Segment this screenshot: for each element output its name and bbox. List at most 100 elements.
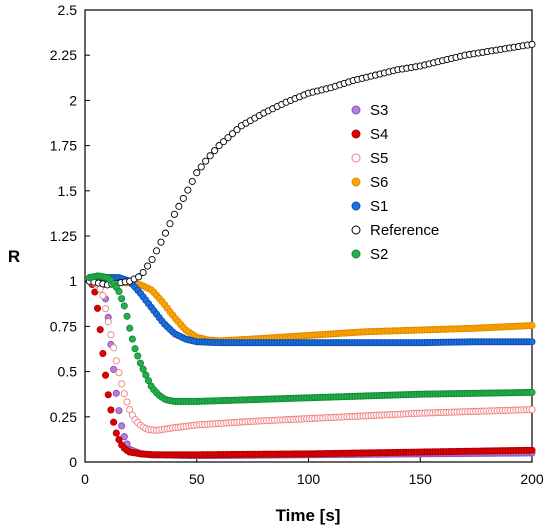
data-point bbox=[233, 126, 241, 134]
legend-marker bbox=[351, 249, 361, 259]
data-point bbox=[123, 398, 131, 406]
series-s5 bbox=[85, 277, 536, 434]
data-point bbox=[112, 389, 120, 397]
x-axis-label: Time [s] bbox=[276, 506, 341, 525]
data-point bbox=[104, 318, 112, 326]
data-point bbox=[139, 268, 147, 277]
y-tick-label: 0.25 bbox=[50, 409, 77, 425]
data-point bbox=[102, 305, 110, 313]
x-tick-label: 50 bbox=[189, 471, 205, 487]
data-point bbox=[228, 130, 237, 138]
data-point bbox=[118, 422, 126, 430]
data-point bbox=[110, 418, 118, 426]
legend-marker bbox=[351, 153, 361, 163]
series-s2 bbox=[85, 272, 536, 405]
y-tick-label: 0.75 bbox=[50, 318, 77, 334]
legend-marker bbox=[351, 129, 361, 139]
data-point bbox=[118, 380, 126, 388]
legend-label: S1 bbox=[370, 198, 388, 215]
legend: S3 S4 S5 S6 S1 Reference S2 bbox=[351, 102, 439, 263]
data-point bbox=[144, 262, 152, 270]
x-tick-label: 150 bbox=[409, 471, 433, 487]
y-tick-label: 1.25 bbox=[50, 228, 77, 244]
data-point bbox=[115, 287, 123, 295]
axis-ticks: 0 0.25 0.5 0.75 1 1.25 1.5 1.75 2 2.25 2.5 0 50 100 15… bbox=[50, 2, 544, 487]
y-tick-label: 2.25 bbox=[50, 47, 77, 63]
data-point bbox=[179, 194, 187, 202]
y-tick-label: 0 bbox=[69, 454, 77, 470]
data-point bbox=[104, 391, 112, 399]
legend-label: Reference bbox=[370, 222, 439, 239]
plot-area bbox=[84, 9, 533, 463]
data-point bbox=[91, 288, 99, 296]
legend-label: S4 bbox=[370, 126, 388, 143]
data-point bbox=[96, 326, 104, 334]
data-point bbox=[528, 406, 536, 414]
y-tick-label: 1 bbox=[69, 273, 77, 289]
data-point bbox=[120, 390, 128, 398]
data-point bbox=[528, 321, 536, 330]
data-point bbox=[157, 238, 165, 246]
legend-marker bbox=[351, 105, 361, 115]
x-tick-label: 200 bbox=[520, 471, 544, 487]
x-tick-label: 0 bbox=[81, 471, 89, 487]
data-point bbox=[107, 406, 115, 414]
data-point bbox=[135, 273, 143, 281]
data-point bbox=[224, 134, 232, 142]
y-tick-label: 2 bbox=[69, 92, 77, 108]
y-tick-label: 1.5 bbox=[58, 183, 78, 199]
data-point bbox=[188, 177, 196, 185]
data-point bbox=[148, 255, 156, 264]
series-reference bbox=[85, 40, 536, 289]
data-point bbox=[528, 40, 536, 48]
data-point bbox=[166, 220, 174, 228]
data-point bbox=[110, 344, 118, 352]
data-point bbox=[528, 388, 536, 396]
data-point bbox=[112, 357, 120, 365]
data-point bbox=[211, 147, 219, 155]
data-point bbox=[528, 338, 536, 346]
data-point bbox=[99, 349, 107, 358]
data-point bbox=[131, 345, 139, 353]
data-point bbox=[152, 247, 161, 255]
legend-marker bbox=[351, 225, 361, 235]
data-point bbox=[128, 335, 136, 343]
y-tick-label: 1.75 bbox=[50, 138, 77, 154]
data-point bbox=[206, 152, 214, 160]
data-point bbox=[139, 365, 147, 373]
data-point bbox=[220, 138, 228, 146]
data-point bbox=[120, 433, 128, 441]
data-point bbox=[197, 163, 205, 171]
data-point bbox=[142, 371, 150, 379]
data-point bbox=[99, 292, 107, 300]
x-tick-label: 100 bbox=[297, 471, 321, 487]
data-point bbox=[528, 446, 536, 454]
legend-label: S2 bbox=[370, 246, 388, 263]
data-point bbox=[123, 312, 131, 320]
data-point bbox=[102, 371, 110, 379]
data-point bbox=[120, 302, 128, 310]
data-point bbox=[170, 210, 178, 218]
legend-marker bbox=[351, 201, 361, 211]
data-point bbox=[126, 324, 134, 332]
data-point bbox=[115, 369, 123, 377]
data-point bbox=[136, 359, 144, 367]
data-point bbox=[93, 304, 102, 312]
data-point bbox=[110, 365, 118, 373]
series-s4 bbox=[85, 277, 536, 459]
y-tick-label: 2.5 bbox=[58, 2, 78, 18]
legend-label: S6 bbox=[370, 174, 388, 191]
legend-label: S3 bbox=[370, 102, 388, 119]
data-point bbox=[115, 407, 123, 415]
y-tick-label: 0.5 bbox=[58, 364, 78, 380]
data-point bbox=[193, 169, 201, 177]
data-point bbox=[107, 331, 115, 339]
data-point bbox=[202, 157, 210, 165]
legend-label: S5 bbox=[370, 150, 388, 167]
legend-marker bbox=[351, 177, 361, 187]
data-point bbox=[215, 142, 223, 150]
data-point bbox=[175, 202, 183, 210]
data-point bbox=[134, 352, 142, 360]
data-point bbox=[184, 186, 192, 194]
